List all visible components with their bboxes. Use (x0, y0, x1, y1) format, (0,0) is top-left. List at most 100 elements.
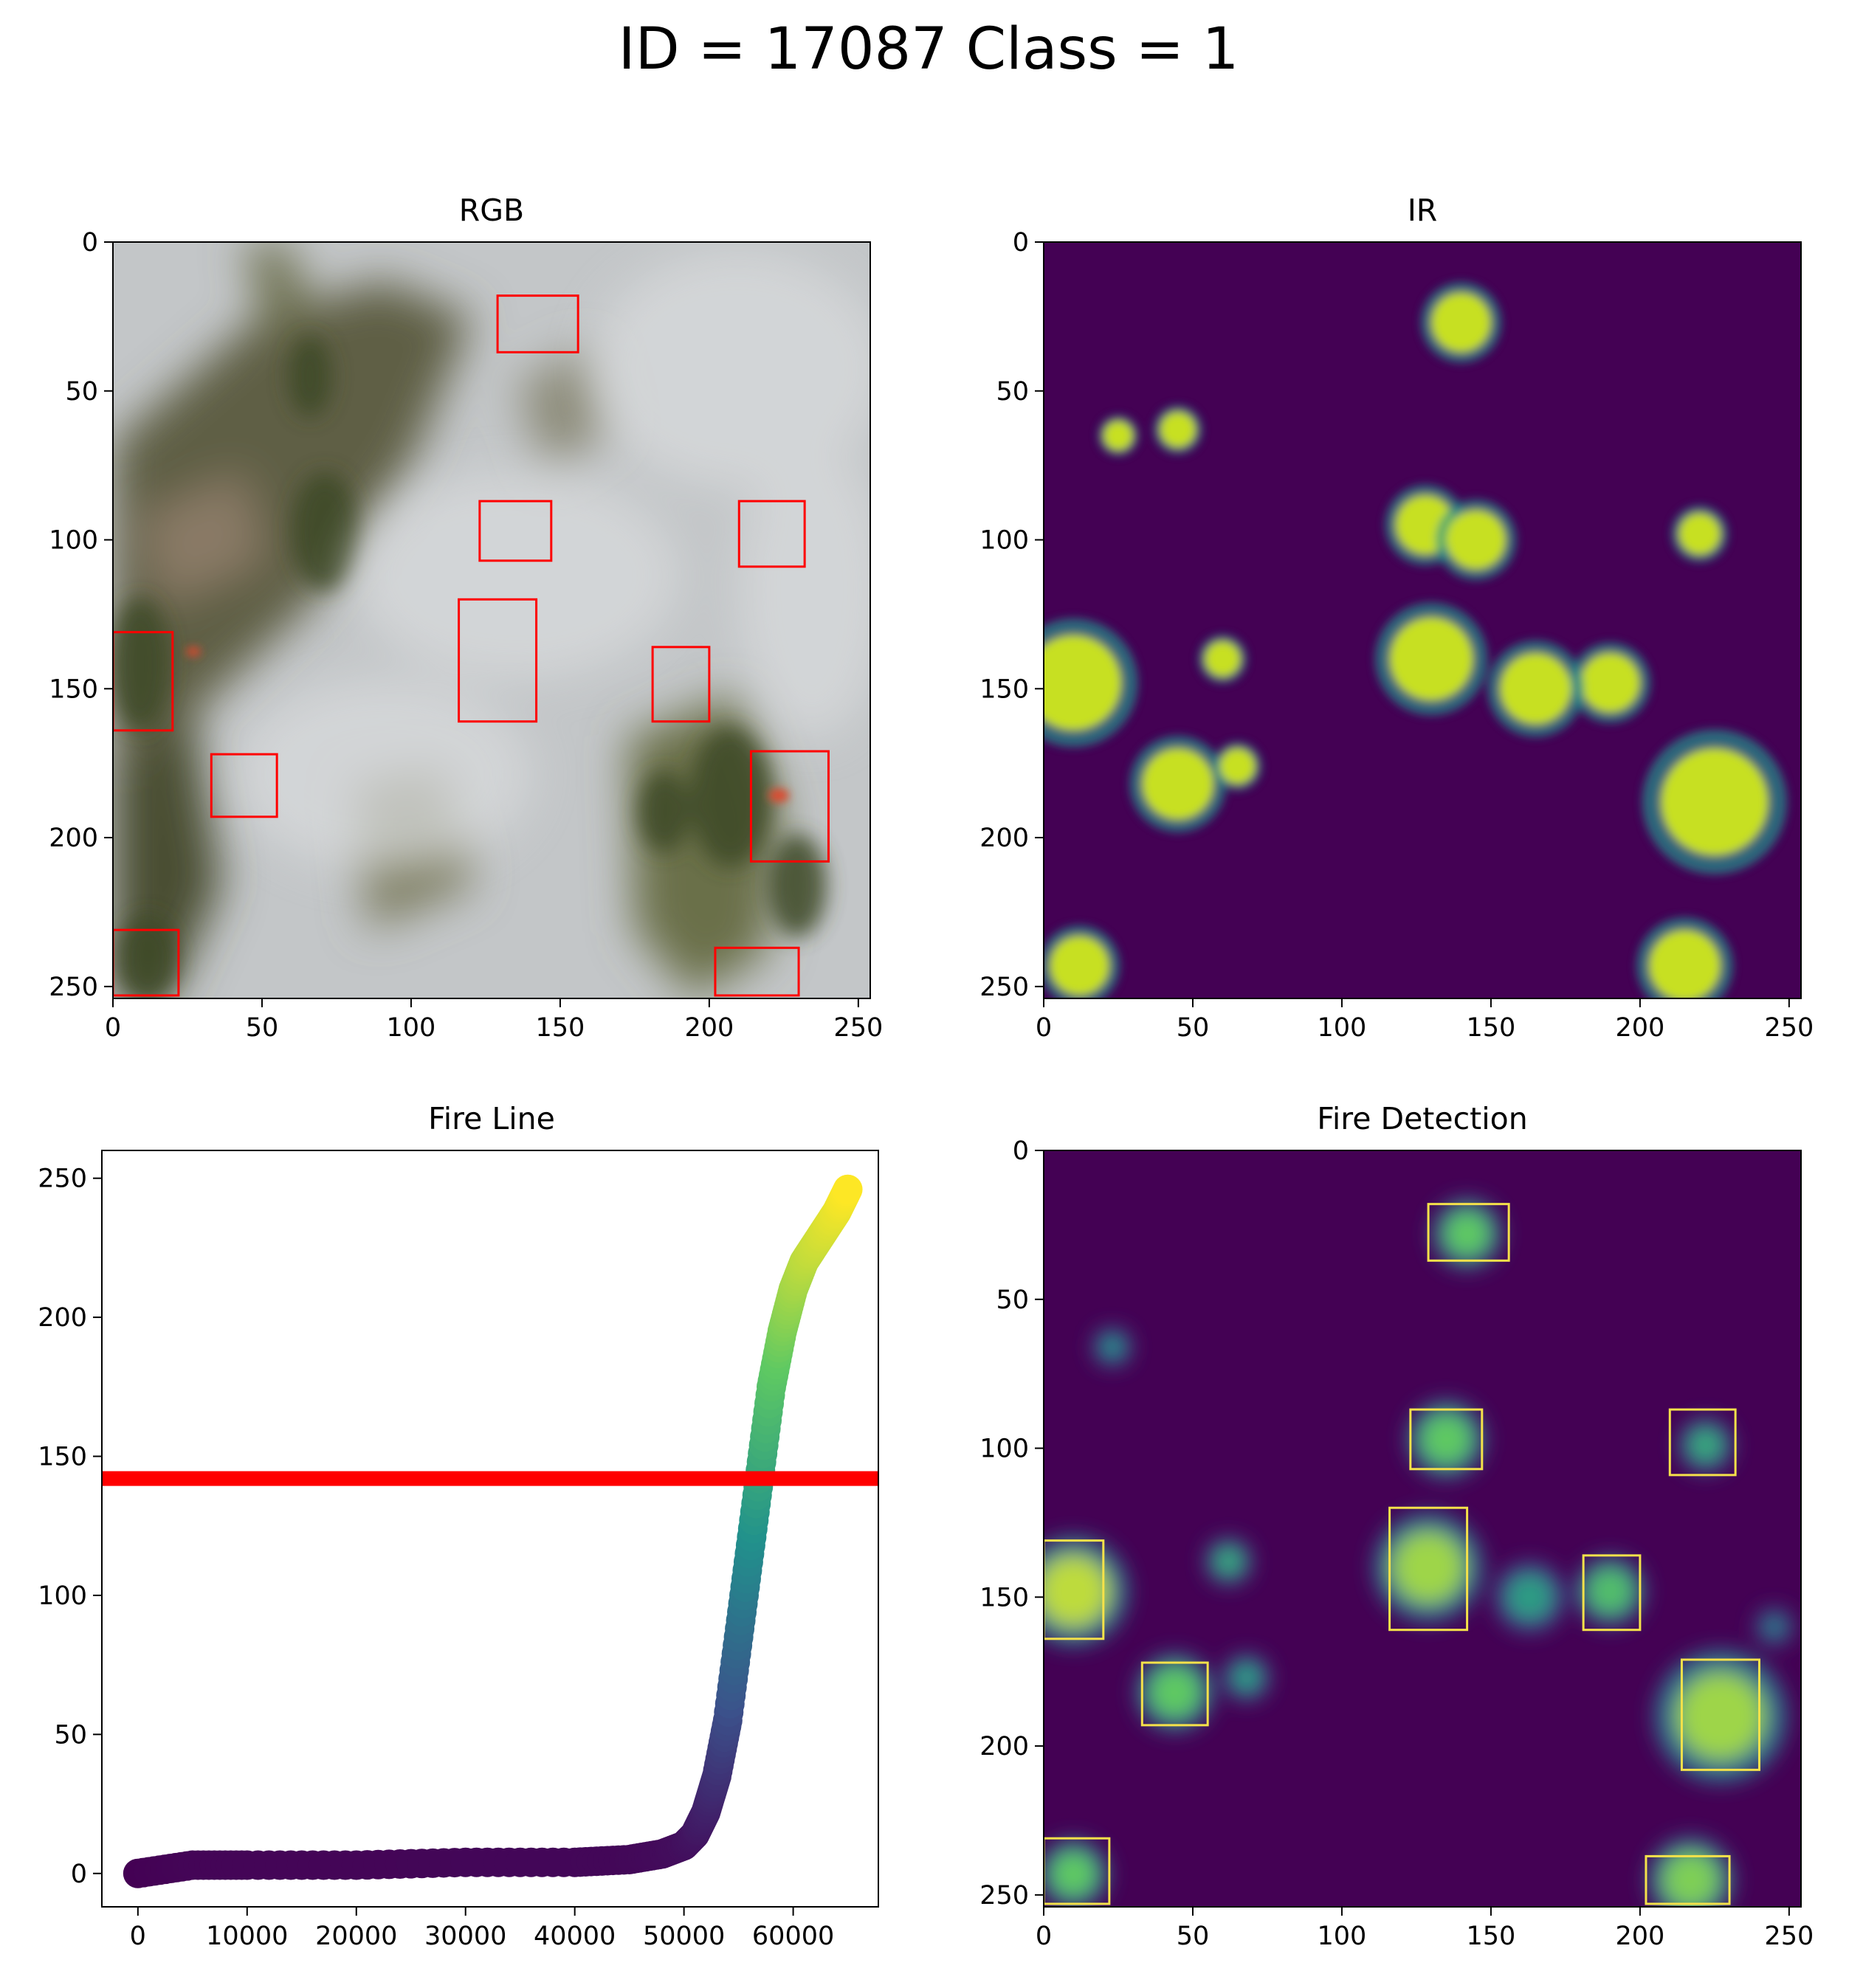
ir-hot-region (1649, 930, 1721, 998)
bounding-box (714, 946, 800, 997)
detection-blob (1393, 1531, 1464, 1604)
x-tick-label: 250 (833, 1013, 883, 1043)
y-tick-label: 150 (49, 674, 98, 704)
y-tick-label: 100 (49, 526, 98, 556)
x-tick-label: 0 (130, 1922, 146, 1951)
y-tick-label: 50 (54, 1720, 87, 1750)
ir-hot-region (1500, 652, 1571, 725)
y-tick-label: 250 (979, 1881, 1029, 1911)
y-tick-label: 250 (49, 973, 98, 1002)
y-tick-label: 150 (979, 674, 1029, 704)
detection-blob (1213, 1546, 1244, 1577)
x-tick-label: 0 (1036, 1013, 1052, 1043)
y-tick-label: 0 (1013, 228, 1029, 258)
figure-title: ID = 17087 Class = 1 (619, 16, 1239, 83)
detection-blob (1662, 1851, 1719, 1907)
x-tick-label: 50 (1177, 1013, 1210, 1043)
detection-blob (1677, 1673, 1764, 1760)
ir-hot-region (1446, 510, 1507, 570)
detection-blob (1761, 1614, 1787, 1640)
ir-hot-region (1431, 292, 1491, 353)
y-tick-label: 200 (49, 824, 98, 853)
x-tick-label: 100 (1318, 1013, 1367, 1043)
ir-hot-region (1103, 421, 1134, 451)
ir-hot-region (1205, 641, 1241, 677)
y-tick-label: 0 (82, 228, 98, 258)
detection-blob (1687, 1427, 1724, 1463)
x-tick-label: 200 (1615, 1013, 1664, 1043)
ir-hot-region (1219, 748, 1256, 784)
y-tick-label: 100 (979, 526, 1029, 556)
detection-blob (1044, 1556, 1109, 1627)
x-tick-label: 150 (1466, 1922, 1515, 1951)
y-tick-label: 250 (979, 973, 1029, 1002)
y-tick-label: 100 (38, 1581, 87, 1611)
bounding-box (1427, 1203, 1510, 1262)
ir-hot-region (1142, 748, 1214, 820)
y-tick-label: 50 (996, 377, 1029, 407)
bounding-box (1044, 1539, 1105, 1640)
bounding-box (210, 753, 278, 818)
ir-hot-region (1389, 617, 1473, 701)
bounding-box (1680, 1658, 1760, 1771)
bounding-box (737, 500, 806, 568)
y-tick-label: 50 (65, 377, 98, 407)
x-tick-label: 0 (105, 1013, 121, 1043)
detection-blob (1420, 1414, 1472, 1465)
y-tick-label: 200 (38, 1303, 87, 1333)
bounding-box (1668, 1408, 1737, 1477)
detection-blob (1444, 1211, 1490, 1257)
bounding-box (1582, 1554, 1642, 1632)
x-tick-label: 150 (535, 1013, 585, 1043)
detection-blob (1099, 1334, 1126, 1360)
bounding-box (1044, 1837, 1111, 1905)
detection-blob (1050, 1851, 1097, 1897)
y-tick-label: 0 (1013, 1136, 1029, 1166)
bounding-box (496, 294, 579, 353)
x-tick-label: 250 (1764, 1013, 1814, 1043)
x-tick-label: 60000 (752, 1922, 834, 1951)
x-tick-label: 10000 (206, 1922, 288, 1951)
y-tick-label: 150 (979, 1583, 1029, 1612)
x-tick-label: 250 (1764, 1922, 1814, 1951)
detection-blob (1231, 1662, 1262, 1693)
x-tick-label: 150 (1466, 1013, 1515, 1043)
ir-hot-region (1678, 513, 1721, 555)
y-tick-label: 250 (38, 1164, 87, 1194)
x-tick-label: 100 (1318, 1922, 1367, 1951)
x-tick-label: 50000 (643, 1922, 725, 1951)
bounding-box (1645, 1854, 1731, 1905)
x-tick-label: 100 (387, 1013, 436, 1043)
bounding-box (458, 598, 538, 723)
ir-hot-region (1160, 411, 1196, 448)
x-tick-label: 20000 (315, 1922, 397, 1951)
x-tick-label: 200 (1615, 1922, 1664, 1951)
detection-blob (1149, 1667, 1201, 1718)
ir-title: IR (1408, 193, 1438, 228)
rgb-title: RGB (459, 193, 524, 228)
bounding-box (113, 631, 174, 732)
detection-blob (1507, 1574, 1553, 1621)
y-tick-label: 200 (979, 1732, 1029, 1761)
panel-fireline: Fire Line 0 10000 20000 30000 40000 50000 6000… (38, 1101, 879, 1951)
ir-hot-region (1661, 748, 1769, 856)
ir-image (1044, 242, 1801, 998)
panel-detection: Fire Detection 0 50 100 150 200 2500501001502… (979, 1101, 1814, 1951)
y-tick-label: 100 (979, 1435, 1029, 1464)
x-tick-label: 50 (246, 1013, 279, 1043)
panel-rgb: RGB (49, 193, 883, 1043)
x-tick-label: 30000 (424, 1922, 506, 1951)
x-tick-label: 50 (1177, 1922, 1210, 1951)
bounding-box (651, 646, 711, 723)
detection-blob (1587, 1568, 1633, 1615)
x-tick-label: 200 (684, 1013, 734, 1043)
bounding-box (1140, 1661, 1209, 1727)
rgb-image (113, 242, 870, 998)
bounding-box (1409, 1408, 1484, 1471)
y-tick-label: 200 (979, 824, 1029, 853)
detection-title: Fire Detection (1317, 1101, 1527, 1136)
x-tick-label: 40000 (534, 1922, 616, 1951)
x-tick-label: 0 (1036, 1922, 1052, 1951)
